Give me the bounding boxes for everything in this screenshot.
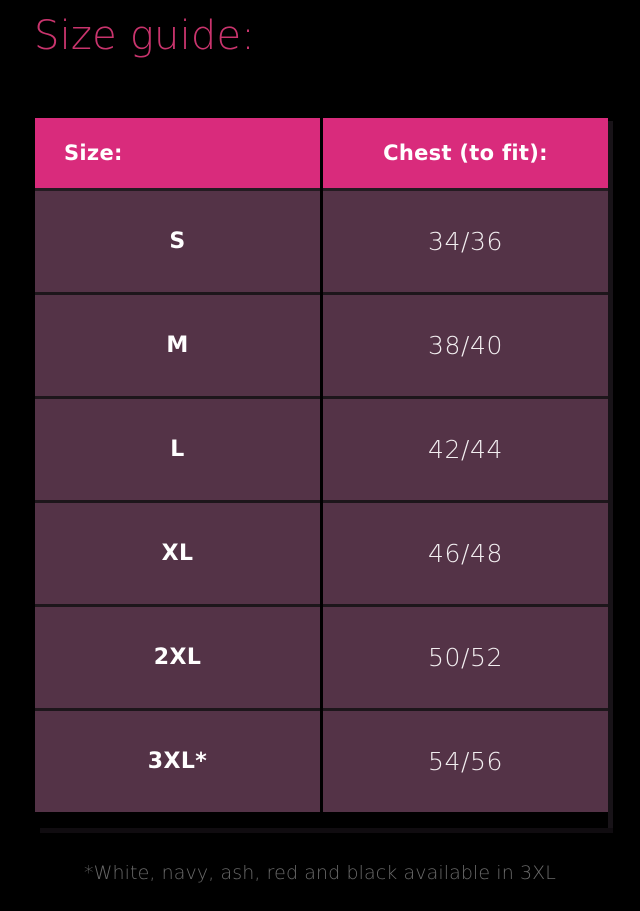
column-divider <box>320 188 323 292</box>
cell-size: S <box>35 188 320 292</box>
header-cell-size: Size: <box>35 118 320 188</box>
column-divider <box>320 604 323 708</box>
table-row: 3XL* 54/56 <box>35 708 608 812</box>
cell-chest: 34/36 <box>323 188 608 292</box>
cell-chest: 46/48 <box>323 500 608 604</box>
cell-size: M <box>35 292 320 396</box>
cell-chest: 42/44 <box>323 396 608 500</box>
table-row: M 38/40 <box>35 292 608 396</box>
table-bottom-shadow <box>40 828 613 833</box>
header-label-size: Size: <box>64 141 123 165</box>
table-row: 2XL 50/52 <box>35 604 608 708</box>
chest-value: 50/52 <box>427 643 504 672</box>
table-header-row: Size: Chest (to fit): <box>35 118 608 188</box>
size-value: L <box>170 437 185 462</box>
footnote-text: *White, navy, ash, red and black availab… <box>84 862 556 884</box>
size-value: M <box>166 333 189 358</box>
column-divider <box>320 396 323 500</box>
chest-value: 46/48 <box>427 539 504 568</box>
column-divider <box>320 292 323 396</box>
chest-value: 38/40 <box>427 331 504 360</box>
column-divider <box>320 708 323 812</box>
table-row: S 34/36 <box>35 188 608 292</box>
cell-chest: 54/56 <box>323 708 608 812</box>
header-cell-chest: Chest (to fit): <box>323 118 608 188</box>
size-value: 3XL* <box>147 749 208 774</box>
cell-size: L <box>35 396 320 500</box>
table-row: L 42/44 <box>35 396 608 500</box>
size-value: XL <box>161 541 194 566</box>
chest-value: 42/44 <box>427 435 504 464</box>
size-value: S <box>169 229 186 254</box>
table-row: XL 46/48 <box>35 500 608 604</box>
page-title: Size guide: <box>34 13 255 59</box>
column-divider <box>320 118 323 188</box>
chest-value: 34/36 <box>427 227 504 256</box>
header-label-chest: Chest (to fit): <box>383 141 548 165</box>
cell-size: 2XL <box>35 604 320 708</box>
cell-size: 3XL* <box>35 708 320 812</box>
size-value: 2XL <box>153 645 202 670</box>
table-edge-shadow <box>608 121 613 831</box>
cell-size: XL <box>35 500 320 604</box>
chest-value: 54/56 <box>427 747 504 776</box>
cell-chest: 38/40 <box>323 292 608 396</box>
column-divider <box>320 500 323 604</box>
size-guide-table: Size: Chest (to fit): S 34/36 M 38/40 L … <box>35 118 608 812</box>
cell-chest: 50/52 <box>323 604 608 708</box>
